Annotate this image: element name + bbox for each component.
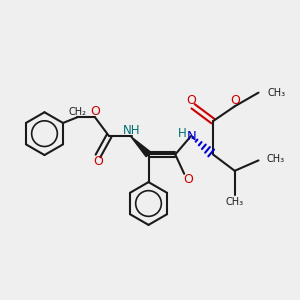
Text: CH₃: CH₃ bbox=[267, 88, 286, 98]
Text: O: O bbox=[187, 94, 196, 107]
Text: CH₃: CH₃ bbox=[226, 197, 244, 207]
Polygon shape bbox=[131, 136, 151, 157]
Text: O: O bbox=[183, 172, 193, 186]
Text: N: N bbox=[187, 130, 196, 143]
Text: O: O bbox=[230, 94, 240, 107]
Text: CH₂: CH₂ bbox=[68, 107, 86, 117]
Text: O: O bbox=[90, 106, 100, 118]
Text: O: O bbox=[93, 155, 103, 168]
Text: CH₃: CH₃ bbox=[267, 154, 285, 164]
Text: NH: NH bbox=[123, 124, 140, 136]
Text: H: H bbox=[178, 127, 187, 140]
